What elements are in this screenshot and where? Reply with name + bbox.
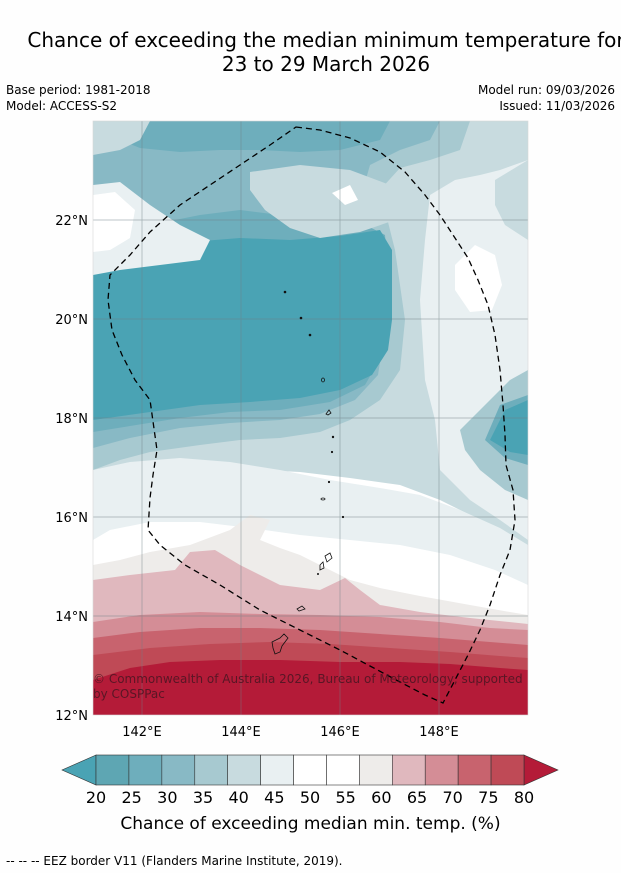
- patch-north-white-2: [332, 185, 358, 205]
- title-line-1: Chance of exceeding the median minimum t…: [27, 28, 621, 52]
- map-field: [93, 121, 528, 715]
- lat-axis: 22°N 20°N 18°N 16°N 14°N 12°N: [55, 214, 88, 724]
- eez-border: [107, 126, 516, 704]
- lat-label: 14°N: [55, 610, 88, 625]
- model-name: Model: ACCESS-S2: [6, 99, 118, 113]
- patch-east-white: [455, 245, 502, 312]
- colorbar-tick-label: 75: [478, 788, 498, 807]
- lat-label: 20°N: [55, 313, 88, 328]
- north-blue-band: [120, 121, 390, 152]
- colorbar-box: [95, 754, 130, 786]
- colorbar-under-triangle: [61, 754, 97, 786]
- patch-north-white-1: [93, 192, 135, 252]
- colorbar-tick-label: 30: [157, 788, 177, 807]
- copyright-notice: © Commonwealth of Australia 2026, Bureau…: [93, 672, 523, 701]
- colorbar-tick-label: 40: [228, 788, 248, 807]
- colorbar-boxes: [95, 754, 525, 786]
- lat-label: 12°N: [55, 709, 88, 724]
- colorbar-tick-label: 60: [371, 788, 391, 807]
- lon-axis: 142°E 144°E 146°E 148°E: [122, 725, 459, 740]
- lon-label: 146°E: [320, 725, 360, 740]
- colorbar-labels: 20 25 30 35 40 45 50 55 60 65 70 75 80: [86, 788, 534, 807]
- lat-label: 16°N: [55, 511, 88, 526]
- model-run: Model run: 09/03/2026: [477, 83, 615, 97]
- title-line-2: 23 to 29 March 2026: [221, 52, 431, 76]
- colorbar-box: [490, 754, 525, 786]
- colorbar-box: [326, 754, 360, 786]
- colorbar-tick-label: 45: [264, 788, 284, 807]
- colorbar-title: Chance of exceeding median min. temp. (%…: [120, 814, 501, 834]
- map-title: Chance of exceeding the median minimum t…: [0, 28, 621, 76]
- colorbar-over-triangle: [523, 754, 559, 786]
- contour-20: [93, 230, 392, 420]
- lon-label: 144°E: [221, 725, 261, 740]
- meta-right: Model run: 09/03/2026 Issued: 11/03/2026: [478, 82, 615, 114]
- colorbar-tick-label: 70: [442, 788, 462, 807]
- patch-east-deepest: [490, 400, 528, 455]
- colorbar-tick-label: 50: [300, 788, 320, 807]
- colorbar-box: [359, 754, 393, 786]
- colorbar-tick-label: 25: [121, 788, 141, 807]
- lat-label: 18°N: [55, 412, 88, 427]
- lon-label: 148°E: [419, 725, 459, 740]
- colorbar-box: [128, 754, 163, 786]
- colorbar-box: [424, 754, 459, 786]
- colorbar-tick-label: 55: [335, 788, 355, 807]
- colorbar-tick-label: 20: [86, 788, 106, 807]
- colorbar-box: [392, 754, 426, 786]
- colorbar-box: [161, 754, 196, 786]
- base-period: Base period: 1981-2018: [6, 83, 151, 97]
- issued-date: Issued: 11/03/2026: [499, 99, 615, 113]
- colorbar-box: [457, 754, 492, 786]
- islands: [271, 290, 345, 655]
- patch-nw-cool: [93, 121, 150, 155]
- map-frame: [92, 120, 529, 716]
- colorbar-box: [227, 754, 261, 786]
- meta-left: Base period: 1981-2018 Model: ACCESS-S2: [6, 82, 151, 114]
- lat-label: 22°N: [55, 214, 88, 229]
- contour-over-80: [93, 660, 528, 715]
- colorbar-tick-label: 80: [514, 788, 534, 807]
- gridlines: [93, 121, 528, 715]
- lon-label: 142°E: [122, 725, 162, 740]
- colorbar-tick-label: 65: [407, 788, 427, 807]
- eez-legend: -- -- -- EEZ border V11 (Flanders Marine…: [6, 854, 343, 868]
- colorbar-box: [293, 754, 327, 786]
- contour-45: [93, 458, 528, 585]
- colorbar-box: [260, 754, 294, 786]
- colorbar-box: [194, 754, 228, 786]
- colorbar-tick-label: 35: [193, 788, 213, 807]
- colorbar: 20 25 30 35 40 45 50 55 60 65 70 75 80: [61, 754, 559, 807]
